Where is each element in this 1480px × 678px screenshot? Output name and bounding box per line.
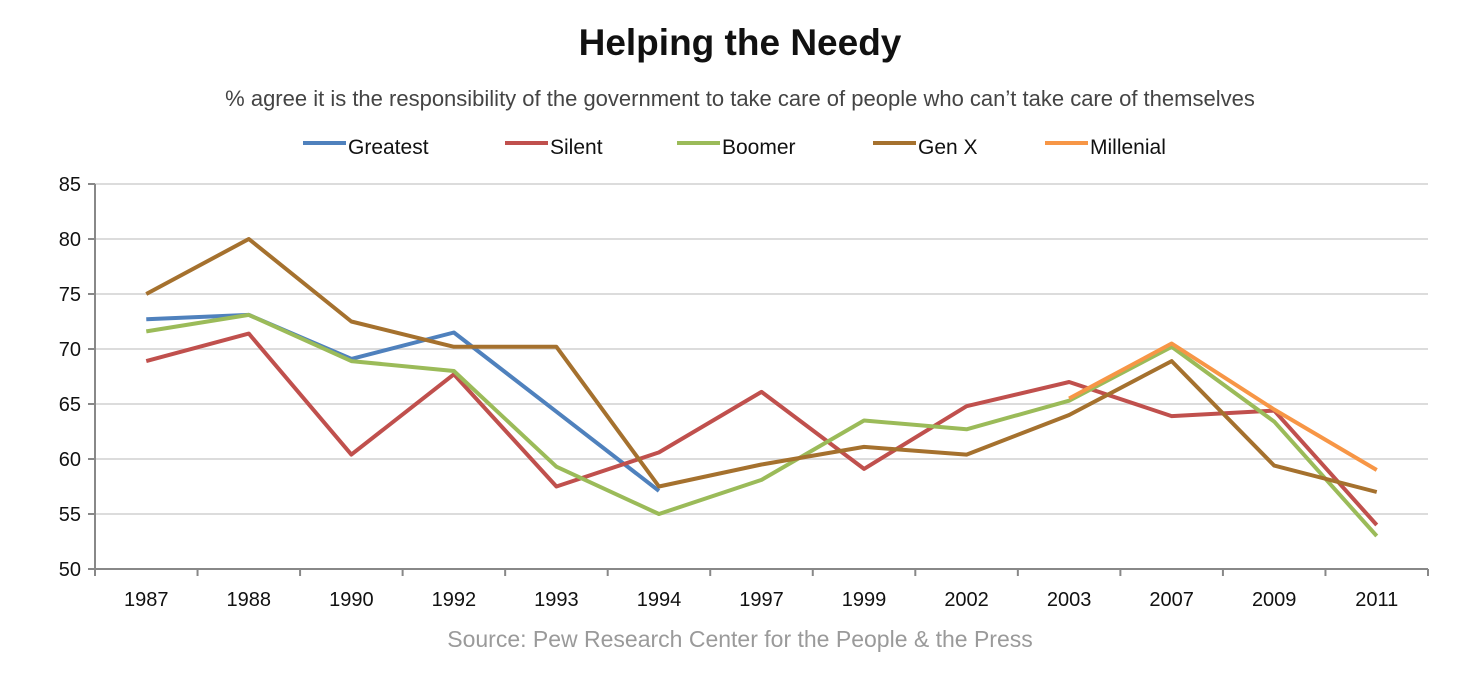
x-tick-label: 1999 xyxy=(842,589,887,611)
y-tick-label: 65 xyxy=(59,394,81,416)
x-tick-label: 1997 xyxy=(739,589,784,611)
x-tick-label: 2003 xyxy=(1047,589,1092,611)
y-tick-label: 70 xyxy=(59,339,81,361)
x-tick-label: 2007 xyxy=(1149,589,1194,611)
y-tick-label: 50 xyxy=(59,559,81,581)
x-tick-label: 2002 xyxy=(944,589,989,611)
chart-source: Source: Pew Research Center for the Peop… xyxy=(447,626,1033,652)
x-tick-label: 1994 xyxy=(637,589,682,611)
chart-title: Helping the Needy xyxy=(578,22,902,63)
x-tick-label: 1987 xyxy=(124,589,169,611)
x-tick-label: 1992 xyxy=(432,589,477,611)
legend-label: Boomer xyxy=(722,136,796,159)
x-tick-label: 1988 xyxy=(227,589,272,611)
legend-label: Millenial xyxy=(1090,136,1166,159)
legend-label: Gen X xyxy=(918,136,978,159)
x-tick-label: 1990 xyxy=(329,589,374,611)
y-tick-label: 55 xyxy=(59,504,81,526)
series-line-gen-x xyxy=(145,237,1378,494)
y-tick-label: 85 xyxy=(59,174,81,196)
series-line-millenial xyxy=(1068,341,1378,472)
y-tick-label: 60 xyxy=(59,449,81,471)
y-tick-label: 80 xyxy=(59,229,81,251)
legend-label: Greatest xyxy=(348,136,429,159)
legend-label: Silent xyxy=(550,136,603,159)
y-tick-label: 75 xyxy=(59,284,81,306)
chart-subtitle: % agree it is the responsibility of the … xyxy=(225,86,1255,111)
x-tick-label: 1993 xyxy=(534,589,579,611)
x-tick-label: 2011 xyxy=(1355,589,1398,611)
x-tick-label: 2009 xyxy=(1252,589,1297,611)
